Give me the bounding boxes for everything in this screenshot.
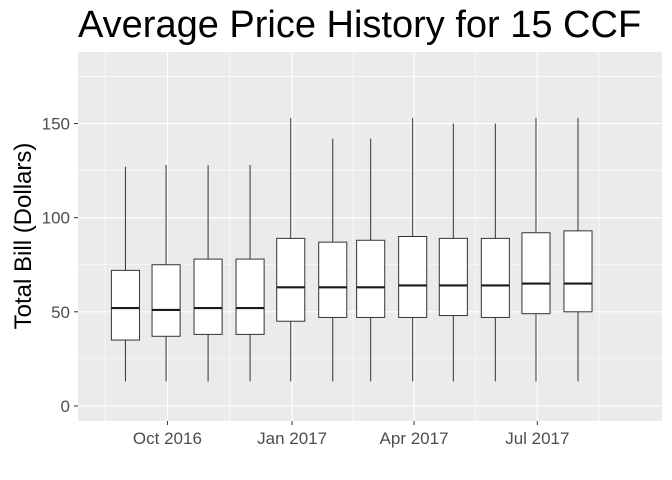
y-tick-label: 150: [42, 115, 70, 134]
y-tick-label: 50: [51, 303, 70, 322]
boxplot: [318, 138, 348, 382]
x-tick-label: Jul 2017: [505, 429, 569, 448]
boxplot: [193, 164, 223, 382]
box: [480, 237, 510, 318]
box: [276, 237, 306, 322]
boxplot: [110, 166, 140, 382]
y-axis: 0 50 100 150: [42, 115, 78, 416]
boxplot: [563, 117, 593, 382]
x-tick-label: Apr 2017: [380, 429, 449, 448]
y-axis-title: Total Bill (Dollars): [10, 143, 37, 330]
box: [438, 237, 468, 317]
box: [235, 258, 265, 335]
boxplot: [398, 117, 428, 382]
boxplot: [438, 123, 468, 382]
boxplot: [356, 138, 386, 382]
box: [398, 236, 428, 318]
box: [521, 232, 551, 315]
chart-title: Average Price History for 15 CCF: [78, 4, 641, 46]
box: [110, 269, 140, 341]
boxes: [110, 117, 593, 382]
boxplot: [151, 164, 181, 382]
box: [151, 264, 181, 337]
y-tick-label: 0: [61, 397, 70, 416]
box: [356, 239, 386, 318]
box: [563, 230, 593, 313]
y-tick-label: 100: [42, 209, 70, 228]
boxplot: [235, 164, 265, 382]
boxplot: [480, 123, 510, 382]
boxplot: [276, 117, 306, 382]
boxplot: [521, 117, 551, 382]
x-tick-label: Oct 2016: [133, 429, 202, 448]
box: [193, 258, 223, 335]
x-tick-label: Jan 2017: [257, 429, 327, 448]
box: [318, 241, 348, 318]
x-axis: Oct 2016 Jan 2017 Apr 2017 Jul 2017: [133, 421, 569, 448]
